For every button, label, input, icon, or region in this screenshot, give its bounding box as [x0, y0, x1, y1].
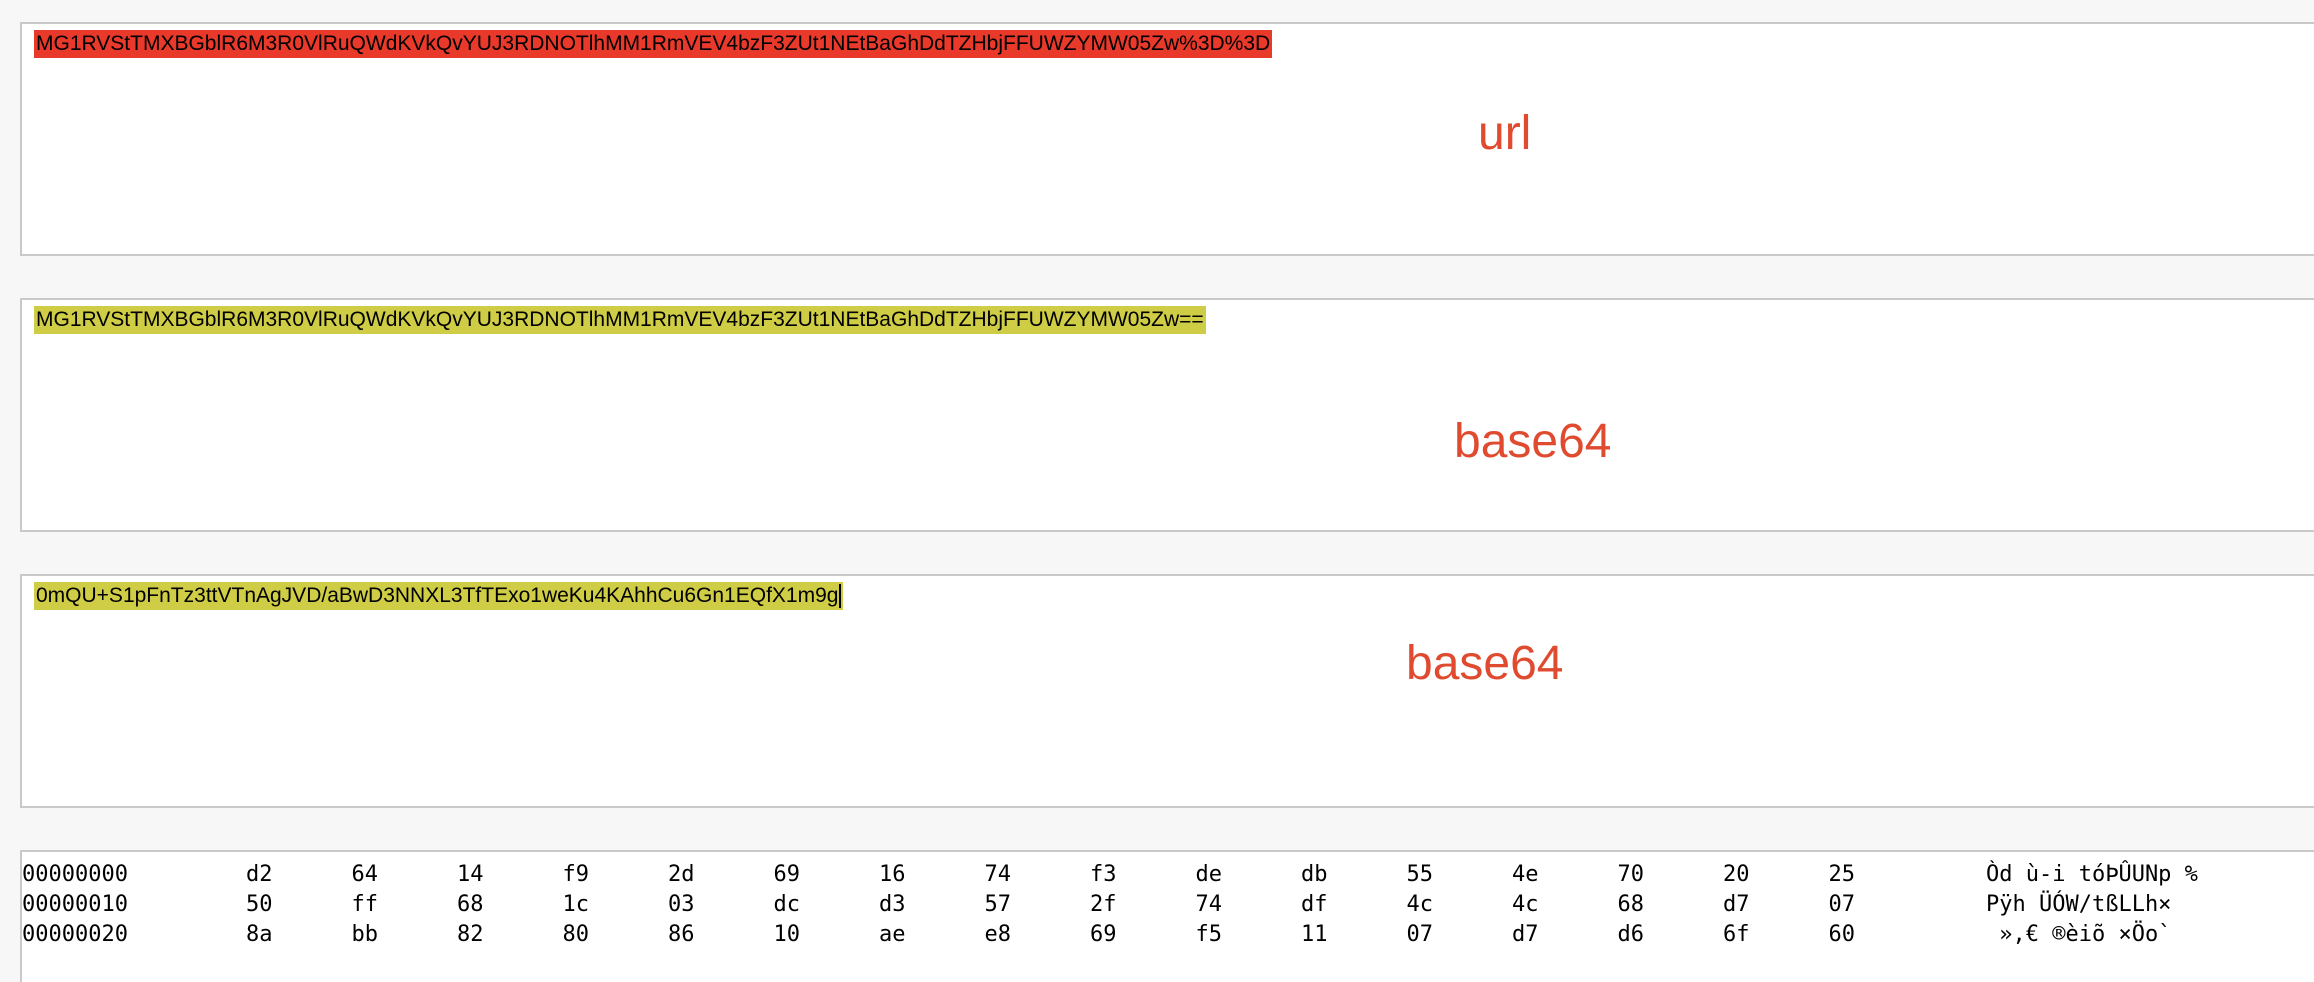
hex-byte: 4c [1406, 892, 1434, 917]
hex-offset: 00000010 [22, 892, 128, 917]
hex-byte: 4c [1512, 892, 1539, 917]
hex-byte: ae [879, 922, 906, 947]
hex-byte: 2d [668, 862, 695, 887]
hex-byte: f5 [1195, 922, 1223, 947]
hex-byte: 2f [1090, 892, 1117, 917]
hex-ascii: Òd ù-i tóÞÛUNp % [1986, 862, 2198, 887]
hex-byte: 80 [562, 922, 590, 947]
hex-byte: e8 [984, 922, 1012, 947]
hex-byte: f9 [562, 862, 590, 887]
hex-byte: 69 [773, 862, 801, 887]
hex-byte: 11 [1301, 922, 1328, 947]
hex-byte: dc [773, 892, 801, 917]
hex-byte: 74 [984, 862, 1012, 887]
hex-dump-view[interactable]: 00000000 d2 64 14 f9 2d 69 16 74 f3 de db 55 4e 70 20 25… [20, 850, 2314, 982]
base64-label-2: base64 [1406, 637, 1564, 690]
hex-byte: 68 [457, 892, 484, 917]
hex-byte: 03 [668, 892, 695, 917]
hex-byte: 16 [879, 862, 906, 887]
hex-byte: d7 [1723, 892, 1750, 917]
hex-byte: ff [351, 892, 379, 917]
hex-byte: db [1301, 862, 1328, 887]
hex-byte: d7 [1512, 922, 1539, 947]
hex-byte: 8a [246, 922, 273, 947]
hex-byte: f3 [1090, 862, 1117, 887]
hex-byte: 86 [668, 922, 695, 947]
hex-byte: 6f [1723, 922, 1750, 947]
decoded-base64-text[interactable]: 0mQU+S1pFnTz3ttVTnAgJVD/aBwD3NNXL3TfTExo… [34, 582, 844, 610]
hex-byte: 55 [1406, 862, 1434, 887]
hex-byte: d3 [879, 892, 906, 917]
url-label: url [1478, 107, 1532, 160]
hex-byte: 25 [1828, 862, 1856, 887]
hex-byte: 07 [1828, 892, 1856, 917]
base64-text[interactable]: MG1RVStTMXBGblR6M3R0VlRuQWdKVkQvYUJ3RDNO… [34, 306, 1206, 334]
hex-byte: 60 [1828, 922, 1856, 947]
hex-ascii: »‚€ ®èiõ ×Öo` [1986, 922, 2172, 947]
hex-ascii: Pÿh ÜÓW/tßLLh× [1986, 892, 2172, 917]
hex-byte: 07 [1406, 922, 1434, 947]
hex-byte: 20 [1723, 862, 1750, 887]
text-caret [839, 584, 842, 609]
url-encoded-text[interactable]: MG1RVStTMXBGblR6M3R0VlRuQWdKVkQvYUJ3RDNO… [34, 30, 1273, 58]
base64-label: base64 [1454, 415, 1612, 468]
hex-byte: bb [351, 922, 379, 947]
hex-byte: d2 [246, 862, 273, 887]
hex-byte: 82 [457, 922, 484, 947]
base64-panel[interactable]: MG1RVStTMXBGblR6M3R0VlRuQWdKVkQvYUJ3RDNO… [20, 298, 2314, 532]
hex-offset: 00000000 [22, 862, 128, 887]
hex-byte: 69 [1090, 922, 1117, 947]
hex-byte: d6 [1617, 922, 1645, 947]
hex-byte: 4e [1512, 862, 1539, 887]
hex-byte: 57 [984, 892, 1012, 917]
hex-byte: 50 [246, 892, 273, 917]
hex-byte: 10 [773, 922, 801, 947]
hex-byte: 64 [351, 862, 379, 887]
hex-byte: df [1301, 892, 1328, 917]
hex-byte: 68 [1617, 892, 1645, 917]
hex-byte: 70 [1617, 862, 1645, 887]
decoded-base64-panel[interactable]: 0mQU+S1pFnTz3ttVTnAgJVD/aBwD3NNXL3TfTExo… [20, 574, 2314, 808]
hex-byte: 1c [562, 892, 590, 917]
hex-byte: 74 [1195, 892, 1223, 917]
hex-byte: de [1195, 862, 1223, 887]
url-encoded-panel[interactable]: MG1RVStTMXBGblR6M3R0VlRuQWdKVkQvYUJ3RDNO… [20, 22, 2314, 256]
hex-offset: 00000020 [22, 922, 128, 947]
hex-byte: 14 [457, 862, 484, 887]
